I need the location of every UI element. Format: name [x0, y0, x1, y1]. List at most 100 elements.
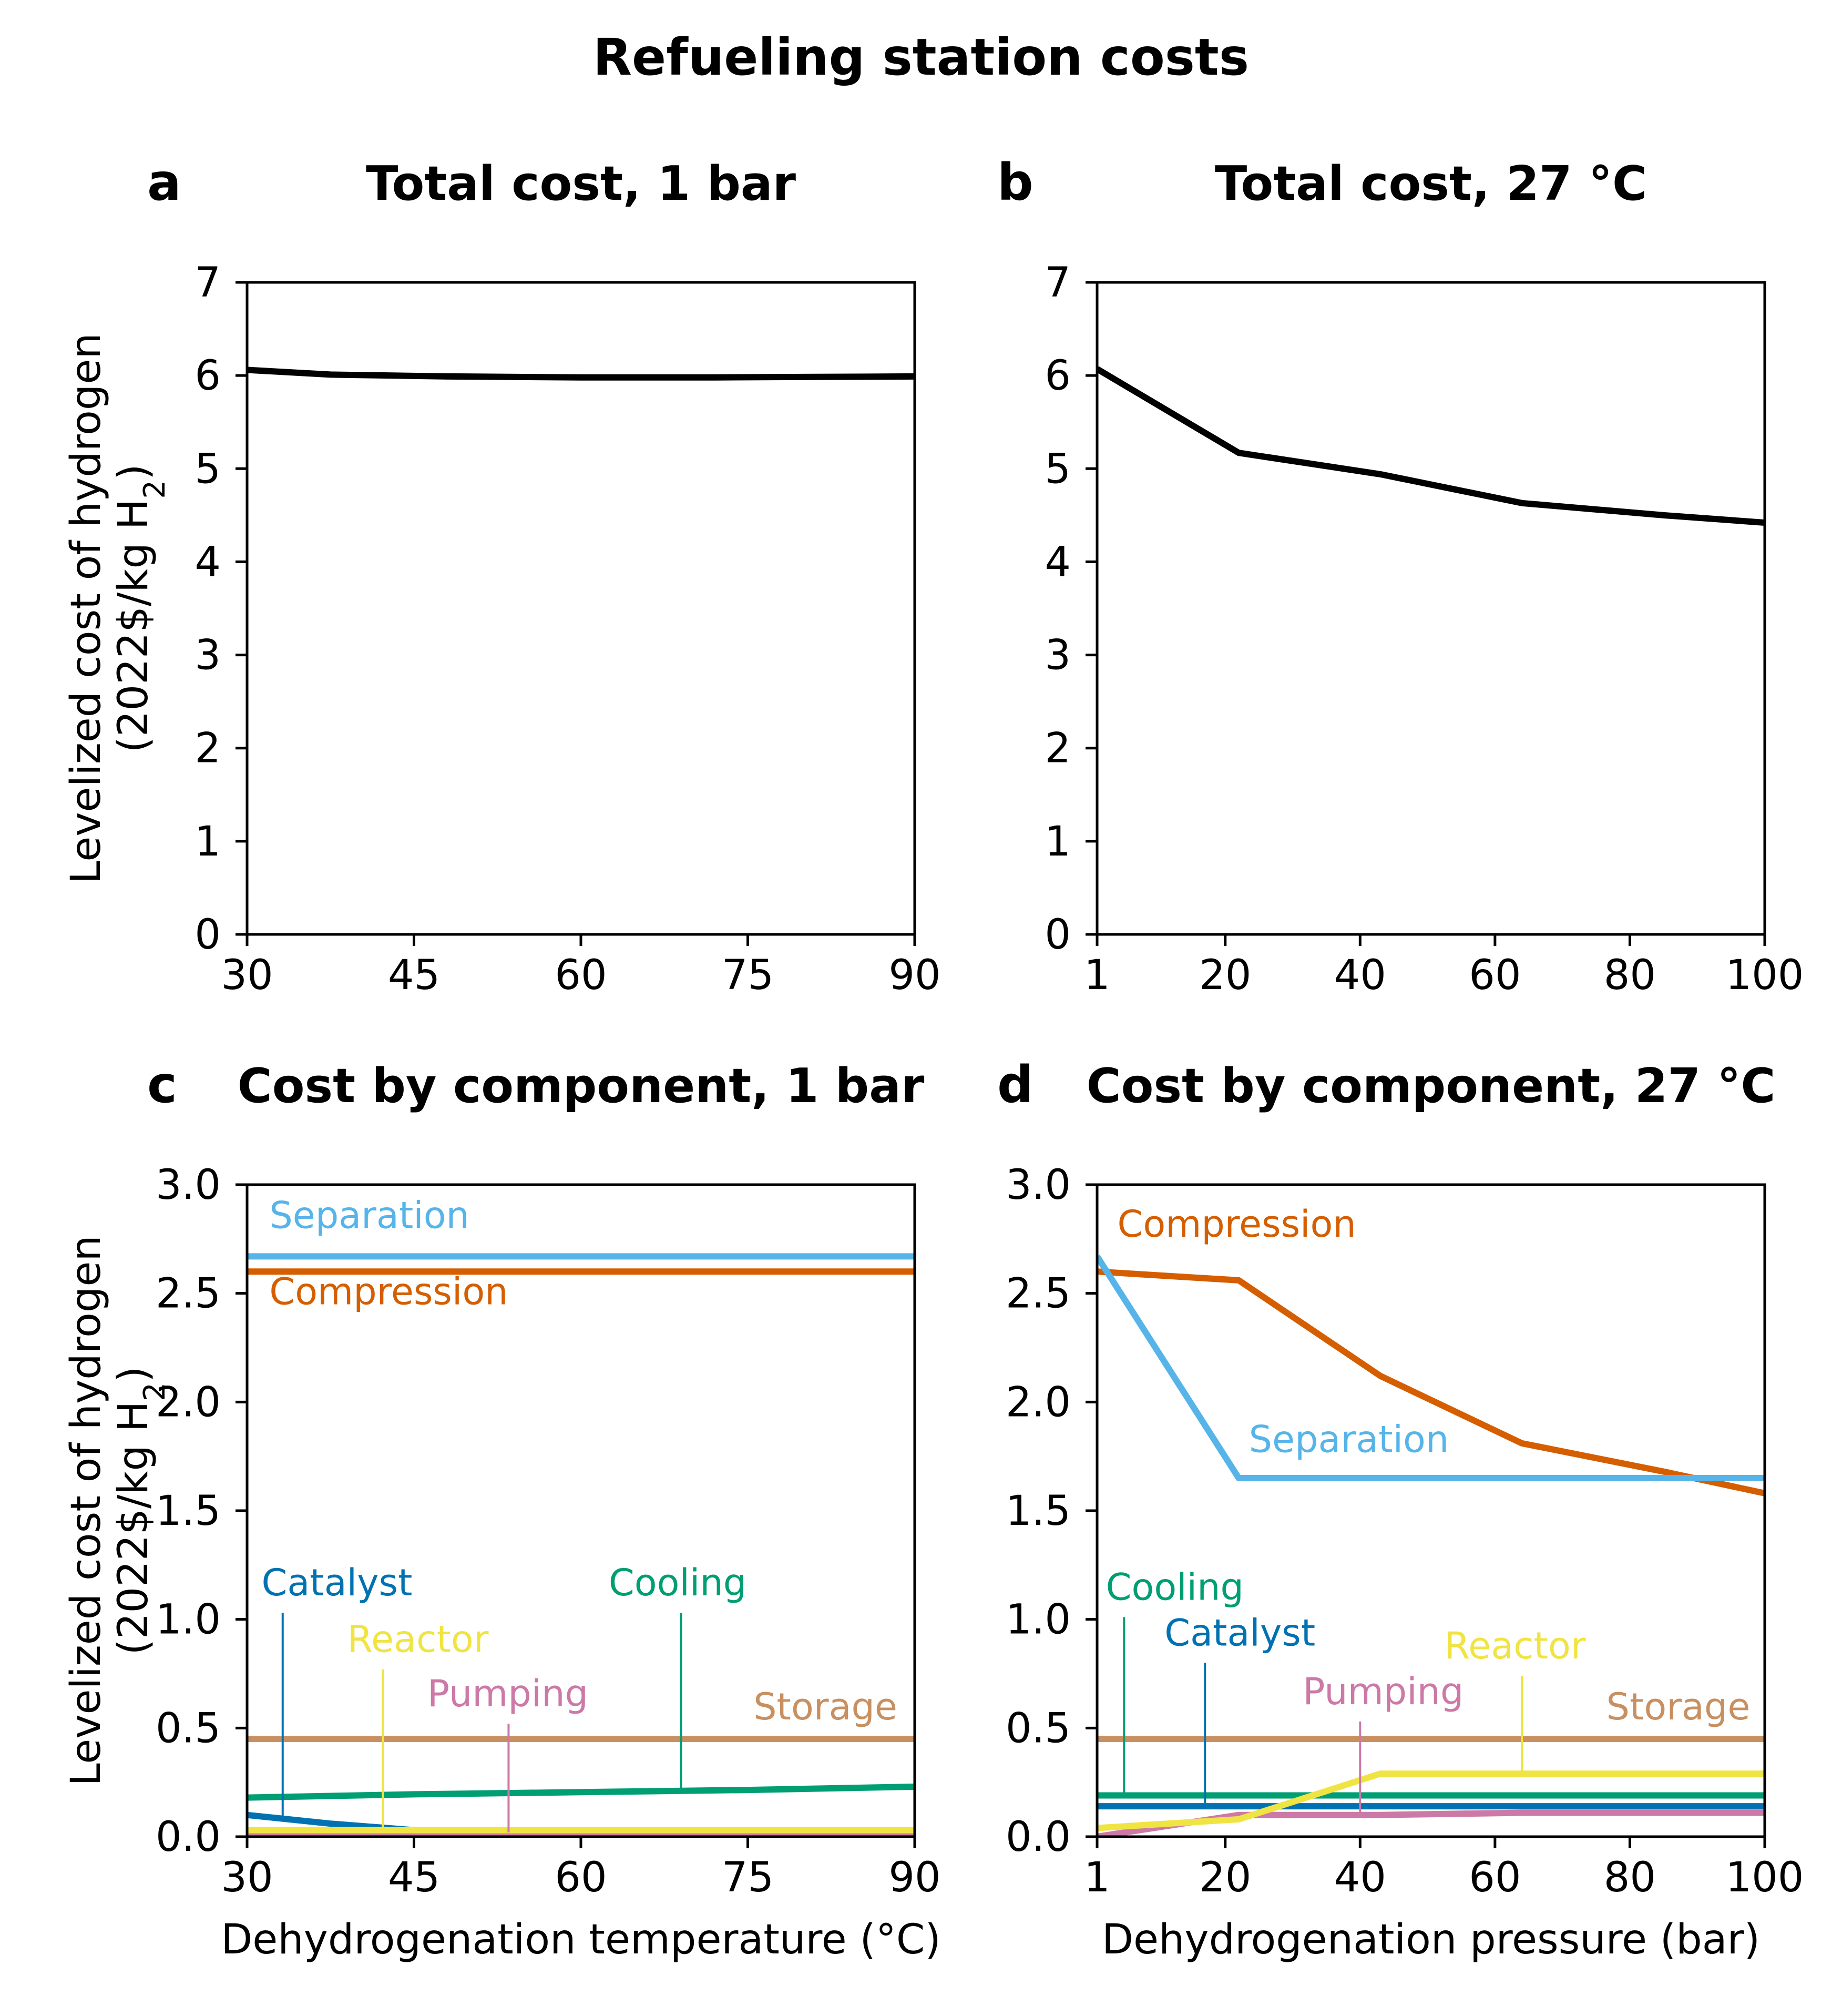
x-tick-label: 1	[1084, 952, 1110, 999]
y-tick-label: 0.0	[1006, 1814, 1071, 1861]
panel-title-c: Cost by component, 1 bar	[238, 1058, 925, 1114]
x-tick-label: 90	[888, 1854, 940, 1901]
series-line-cooling-c	[247, 1783, 915, 1801]
annotation-reactor-d: Reactor	[1445, 1624, 1586, 1667]
y-tick-label: 0	[1045, 911, 1071, 959]
y-tick-label: 3	[1045, 632, 1071, 679]
x-tick-label: 90	[888, 952, 940, 999]
x-axis-label-c: Dehydrogenation temperature (°C)	[221, 1916, 941, 1963]
y-tick-label: 4	[1045, 538, 1071, 586]
x-tick-label: 100	[1726, 1854, 1804, 1901]
y-tick-label: 0.0	[156, 1814, 221, 1861]
panel-c: c Cost by component, 1 bar Separation Compr…	[63, 1055, 941, 1963]
y-tick-label: 0	[195, 911, 221, 959]
x-tick-label: 40	[1334, 952, 1386, 999]
y-axis-units-subscript: 2	[138, 1382, 172, 1401]
x-tick-label: 60	[1469, 1854, 1521, 1901]
x-tick-label: 45	[388, 1854, 440, 1901]
y-tick-label: 0.5	[156, 1705, 221, 1752]
y-tick-label: 2.0	[1006, 1379, 1071, 1426]
y-tick-label: 0.5	[1006, 1705, 1071, 1752]
x-tick-label: 1	[1084, 1854, 1110, 1901]
y-axis-label-units-a: (2022$/kg H2)	[110, 464, 172, 752]
x-tick-label: 30	[221, 952, 273, 999]
annotation-compression-c: Compression	[269, 1270, 508, 1313]
y-tick-label: 4	[195, 538, 221, 586]
series-line-total-a	[247, 366, 915, 381]
x-axis-label-d: Dehydrogenation pressure (bar)	[1102, 1916, 1760, 1963]
y-tick-label: 1.0	[156, 1596, 221, 1644]
series-group-b	[1097, 366, 1765, 526]
panel-title-d: Cost by component, 27 °C	[1087, 1058, 1776, 1114]
panel-title-b: Total cost, 27 °C	[1215, 156, 1647, 211]
y-tick-label: 1.5	[156, 1488, 221, 1535]
annotation-compression-d: Compression	[1117, 1203, 1356, 1246]
series-group-d	[1097, 1255, 1765, 1837]
annotation-pumping-c: Pumping	[427, 1672, 588, 1715]
y-tick-label: 2.5	[156, 1270, 221, 1318]
panel-label-d: d	[997, 1055, 1033, 1114]
y-tick-label: 2	[195, 725, 221, 772]
x-tick-label: 40	[1334, 1854, 1386, 1901]
series-line-reactor-d	[1097, 1770, 1765, 1831]
y-tick-label: 7	[195, 259, 221, 307]
annotation-separation-c: Separation	[269, 1194, 469, 1237]
annotation-cooling-c: Cooling	[609, 1561, 746, 1604]
panel-label-c: c	[147, 1055, 177, 1114]
x-tick-label: 30	[221, 1854, 273, 1901]
x-tick-label: 60	[1469, 952, 1521, 999]
annotation-separation-d: Separation	[1249, 1418, 1449, 1461]
annotation-pumping-d: Pumping	[1303, 1670, 1464, 1713]
x-tick-label: 20	[1199, 952, 1251, 999]
x-tick-label: 45	[388, 952, 440, 999]
annotation-storage-c: Storage	[753, 1685, 897, 1728]
y-tick-label: 6	[195, 352, 221, 400]
panel-title-a: Total cost, 1 bar	[366, 156, 796, 211]
y-tick-label: 3	[195, 632, 221, 679]
y-tick-label: 1.5	[1006, 1488, 1071, 1535]
x-tick-label: 80	[1604, 952, 1656, 999]
annotation-cooling-d: Cooling	[1106, 1565, 1244, 1608]
y-tick-label: 3.0	[1006, 1162, 1071, 1209]
y-tick-label: 1.0	[1006, 1596, 1071, 1644]
annotation-storage-d: Storage	[1606, 1685, 1751, 1728]
y-tick-label: 3.0	[156, 1162, 221, 1209]
y-axis-label-units-c: (2022$/kg H2)	[110, 1366, 172, 1655]
y-tick-label: 1	[1045, 818, 1071, 866]
x-tick-label: 60	[555, 952, 607, 999]
y-tick-label: 5	[195, 445, 221, 493]
axes-frame-b	[1096, 281, 1766, 936]
y-tick-label: 2.5	[1006, 1270, 1071, 1318]
y-tick-label: 6	[1045, 352, 1071, 400]
y-axis-units-text: (2022$/kg H	[110, 499, 157, 753]
y-axis-units-subscript: 2	[138, 480, 172, 499]
panel-label-b: b	[997, 153, 1033, 212]
figure-title: Refueling station costs	[593, 28, 1249, 87]
x-tick-label: 20	[1199, 1854, 1251, 1901]
y-axis-label-a: Levelized cost of hydrogen	[63, 333, 110, 884]
y-tick-label: 1	[195, 818, 221, 866]
x-tick-label: 75	[722, 952, 774, 999]
panel-d: d Cost by component, 27 °C Compression Sepa…	[997, 1055, 1804, 1963]
y-tick-label: 2	[1045, 725, 1071, 772]
annotation-reactor-c: Reactor	[347, 1618, 489, 1661]
y-tick-label: 7	[1045, 259, 1071, 307]
x-tick-label: 80	[1604, 1854, 1656, 1901]
x-tick-label: 100	[1726, 952, 1804, 999]
series-group-c	[247, 1253, 915, 1836]
annotation-catalyst-c: Catalyst	[262, 1561, 413, 1604]
y-axis-units-close: )	[110, 464, 157, 480]
y-axis-label-c: Levelized cost of hydrogen	[63, 1235, 110, 1786]
y-tick-label: 2.0	[156, 1379, 221, 1426]
y-axis-units-text: (2022$/kg H	[110, 1401, 157, 1655]
annotation-catalyst-d: Catalyst	[1164, 1611, 1315, 1654]
x-tick-label: 60	[555, 1854, 607, 1901]
y-tick-label: 5	[1045, 445, 1071, 493]
x-tick-label: 75	[722, 1854, 774, 1901]
series-line-separation-d	[1097, 1255, 1765, 1481]
panel-label-a: a	[147, 153, 181, 212]
series-line-total-b	[1097, 366, 1765, 526]
